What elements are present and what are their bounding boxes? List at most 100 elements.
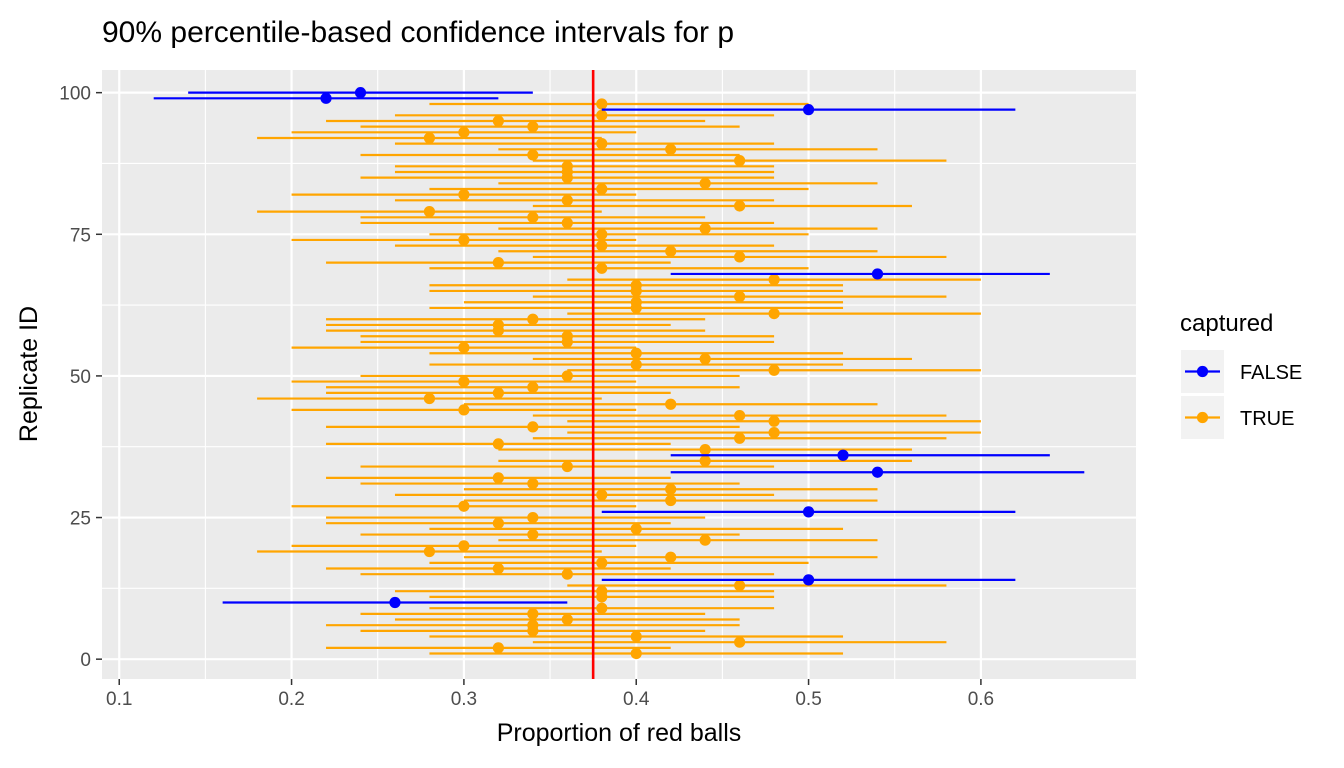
replicate-61 (567, 308, 981, 320)
point-estimate (527, 477, 539, 490)
point-estimate (802, 506, 815, 518)
point-estimate (423, 132, 436, 144)
point-estimate (561, 568, 573, 580)
replicate-25 (326, 511, 706, 524)
point-estimate (492, 438, 504, 450)
replicate-52 (429, 358, 844, 371)
replicate-90 (498, 143, 878, 155)
replicate-27 (291, 500, 637, 512)
point-estimate (734, 155, 746, 167)
point-estimate (596, 489, 608, 501)
point-estimate (768, 426, 780, 439)
point-estimate (734, 579, 746, 592)
point-estimate (596, 585, 608, 597)
point-estimate (665, 398, 677, 410)
replicate-35 (498, 455, 912, 467)
replicate-44 (291, 404, 637, 416)
replicate-91 (394, 138, 775, 150)
point-estimate (527, 528, 539, 541)
replicate-40 (567, 426, 981, 439)
replicate-31 (360, 477, 740, 490)
point-estimate (699, 353, 711, 365)
replicate-98 (429, 98, 809, 110)
replicate-18 (463, 551, 878, 563)
point-estimate (492, 115, 504, 127)
y-tick-label: 75 (70, 225, 91, 246)
replicate-28 (463, 494, 878, 507)
replicate-47 (326, 387, 671, 399)
point-estimate (699, 455, 711, 467)
replicate-75 (429, 228, 809, 240)
replicate-22 (360, 528, 740, 541)
point-estimate (768, 364, 780, 376)
point-estimate (596, 557, 608, 569)
point-estimate (596, 262, 608, 274)
legend-key-point (1196, 365, 1209, 378)
point-estimate (492, 257, 504, 269)
replicate-36 (670, 449, 1050, 461)
point-estimate (527, 313, 539, 325)
replicate-10 (222, 596, 568, 609)
x-tick-label: 0.1 (106, 689, 132, 710)
point-estimate (492, 472, 504, 484)
confidence-interval-series (153, 87, 1085, 660)
legend-key-point (1196, 411, 1209, 424)
point-estimate (699, 223, 711, 235)
point-estimate (699, 534, 711, 546)
replicate-51 (567, 364, 981, 376)
point-estimate (458, 126, 470, 138)
replicate-53 (532, 353, 912, 365)
replicate-12 (394, 585, 775, 597)
replicate-50 (360, 370, 740, 382)
point-estimate (527, 381, 539, 393)
point-estimate (768, 415, 780, 427)
point-estimate (458, 341, 470, 354)
point-estimate (871, 466, 884, 478)
replicate-71 (532, 251, 947, 263)
point-estimate (768, 274, 780, 286)
x-tick-label: 0.6 (968, 689, 994, 710)
replicate-59 (326, 319, 671, 331)
point-estimate (596, 240, 608, 252)
point-estimate (802, 574, 815, 586)
replicate-76 (498, 223, 878, 235)
replicate-49 (291, 375, 637, 388)
point-estimate (665, 483, 677, 495)
replicate-17 (429, 557, 809, 569)
replicate-26 (601, 506, 1016, 518)
replicate-63 (463, 296, 844, 308)
y-tick-label: 0 (80, 650, 91, 671)
point-estimate (596, 138, 608, 150)
replicate-37 (498, 443, 912, 456)
point-estimate (527, 421, 539, 433)
replicate-29 (394, 489, 775, 501)
replicate-99 (153, 92, 499, 104)
point-estimate (596, 183, 608, 195)
replicate-8 (360, 608, 706, 620)
replicate-73 (394, 240, 775, 252)
point-estimate (665, 551, 677, 563)
point-estimate (458, 540, 470, 552)
point-estimate (561, 194, 573, 206)
point-estimate (527, 511, 539, 524)
replicate-30 (463, 483, 878, 495)
point-estimate (630, 296, 642, 308)
point-estimate (389, 596, 401, 609)
replicate-33 (670, 466, 1085, 478)
replicate-74 (291, 234, 637, 246)
replicate-42 (567, 415, 981, 427)
replicate-93 (291, 126, 637, 138)
replicate-89 (360, 149, 740, 161)
point-estimate (768, 308, 780, 320)
replicate-68 (670, 268, 1050, 280)
replicate-14 (601, 574, 1016, 586)
replicate-66 (429, 279, 844, 291)
point-estimate (320, 92, 332, 104)
point-estimate (492, 517, 504, 529)
point-estimate (871, 268, 884, 280)
replicate-77 (360, 217, 775, 229)
point-estimate (492, 387, 504, 399)
replicate-21 (498, 534, 878, 546)
point-estimate (458, 404, 470, 416)
